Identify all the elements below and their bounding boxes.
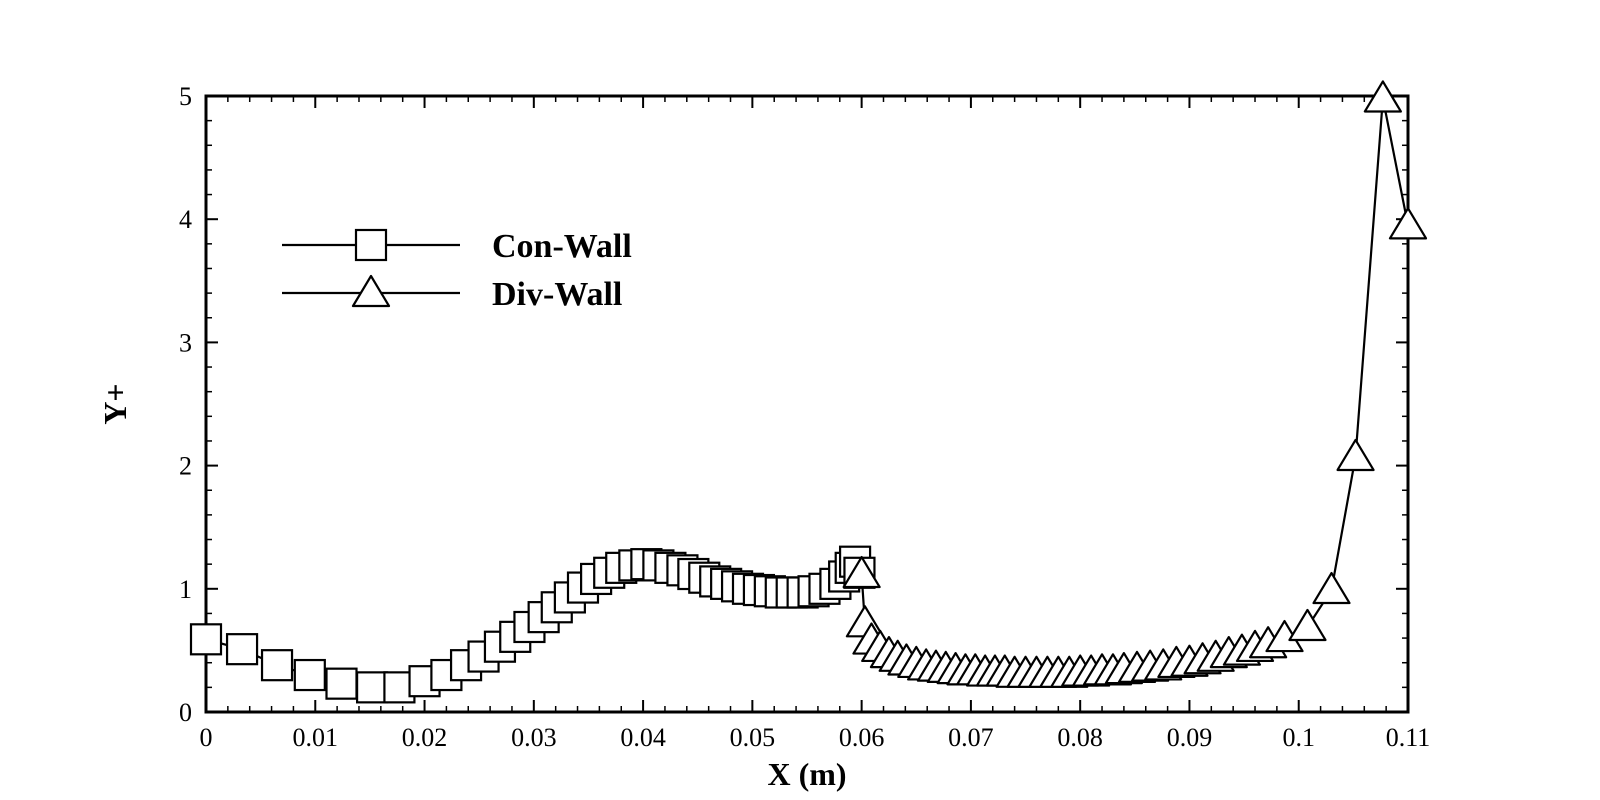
data-point-square bbox=[293, 658, 326, 692]
y-axis-title: Y+ bbox=[97, 383, 133, 424]
legend-entry: Con-Wall bbox=[282, 228, 632, 265]
legend-label: Div-Wall bbox=[492, 276, 622, 313]
x-tick-label: 0.05 bbox=[730, 723, 776, 752]
legend-marker-triangle bbox=[351, 274, 391, 308]
legend-label: Con-Wall bbox=[492, 228, 632, 265]
legend-entry: Div-Wall bbox=[282, 274, 622, 313]
y-tick-label: 1 bbox=[179, 575, 192, 604]
axis-ticks: 0 0.01 0.02 0.03 0.04 0.05 0.06 0.07 0.08 0.09 0.1… bbox=[179, 82, 1430, 752]
data-point-square bbox=[355, 671, 389, 704]
plot-frame bbox=[204, 94, 1410, 714]
x-tick-label: 0.04 bbox=[620, 723, 666, 752]
data-point-square bbox=[189, 623, 223, 656]
data-point-square bbox=[260, 649, 294, 682]
plot-axes bbox=[204, 94, 1410, 714]
y-tick-label: 2 bbox=[179, 452, 192, 481]
x-tick-label: 0.11 bbox=[1386, 723, 1431, 752]
x-tick-label: 0.09 bbox=[1167, 723, 1213, 752]
x-tick-label: 0.01 bbox=[293, 723, 339, 752]
data-point-square bbox=[325, 667, 358, 700]
x-tick-label: 0.1 bbox=[1282, 723, 1315, 752]
data-point-square bbox=[225, 633, 259, 666]
x-axis-title: X (m) bbox=[767, 756, 846, 792]
series-con-wall bbox=[189, 545, 876, 704]
y-tick-label: 4 bbox=[179, 205, 192, 234]
x-tick-label: 0.08 bbox=[1057, 723, 1103, 752]
data-point-triangle bbox=[1312, 571, 1351, 605]
legend: Con-Wall Div-Wall bbox=[282, 228, 632, 313]
data-point-square bbox=[408, 665, 441, 698]
data-point-triangle bbox=[1288, 608, 1327, 642]
x-tick-label: 0.07 bbox=[948, 723, 994, 752]
data-point-triangle bbox=[1388, 207, 1428, 240]
data-point-triangle bbox=[842, 555, 881, 589]
series-div-wall bbox=[842, 80, 1428, 688]
series-layer bbox=[189, 80, 1428, 704]
x-tick-label: 0.03 bbox=[511, 723, 557, 752]
y-tick-label: 3 bbox=[179, 328, 192, 357]
legend-marker-square bbox=[354, 228, 388, 262]
x-tick-label: 0 bbox=[200, 723, 213, 752]
data-point-triangle bbox=[1363, 80, 1402, 113]
x-tick-label: 0.02 bbox=[402, 723, 448, 752]
y-tick-label: 0 bbox=[179, 698, 192, 727]
data-point-triangle bbox=[1336, 438, 1375, 472]
y-tick-label: 5 bbox=[179, 82, 192, 111]
x-tick-label: 0.06 bbox=[839, 723, 885, 752]
